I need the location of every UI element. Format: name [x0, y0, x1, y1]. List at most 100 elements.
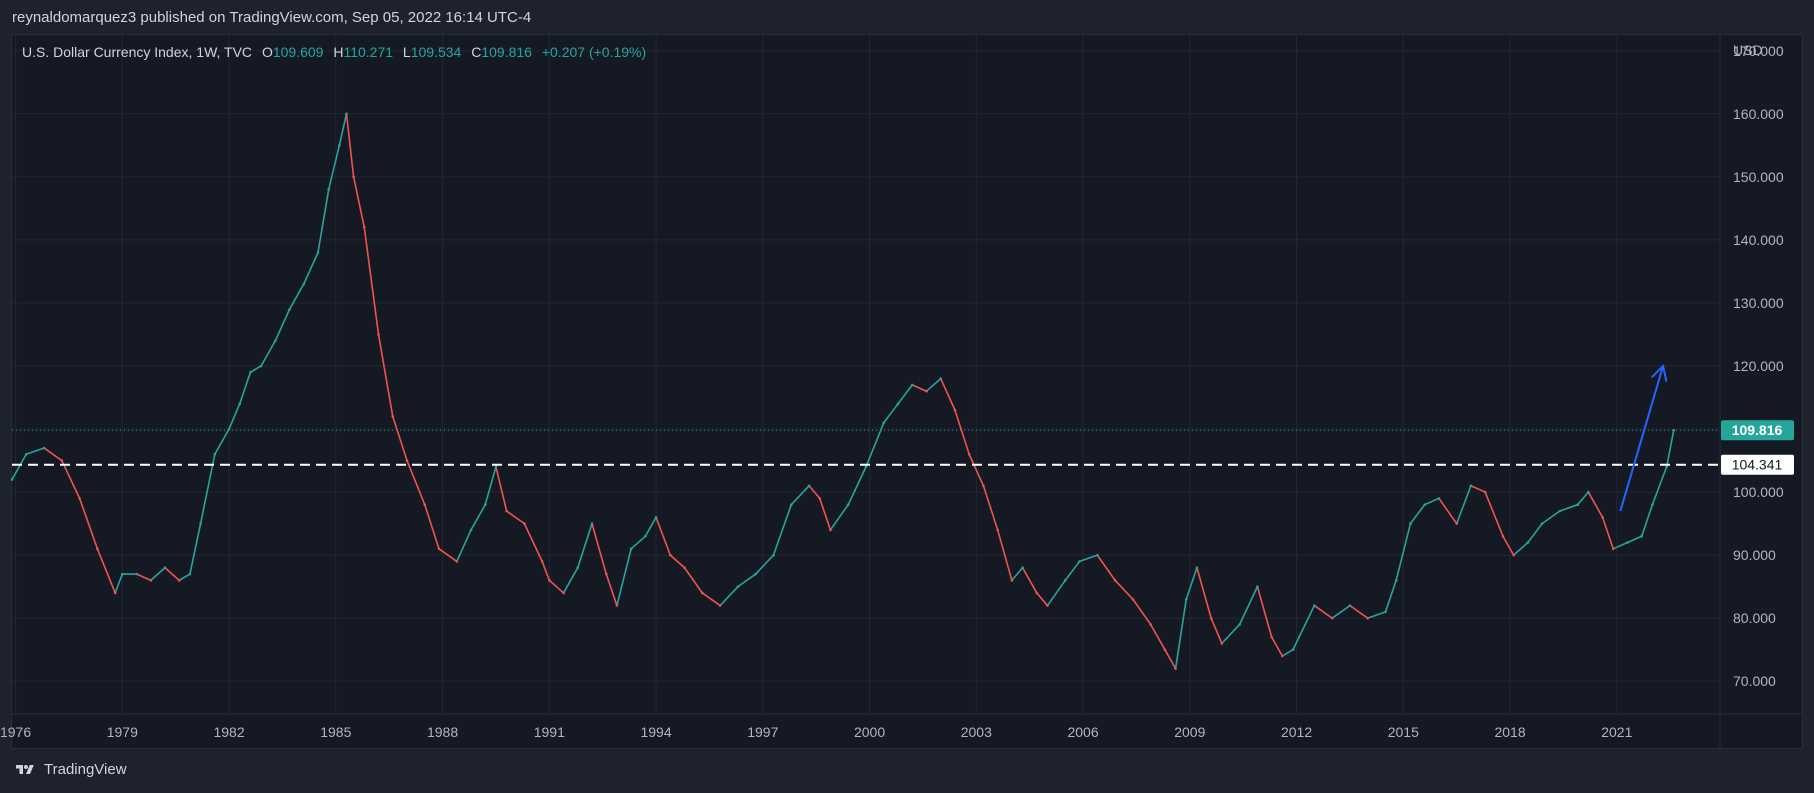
- price-point: [302, 282, 306, 286]
- price-point: [807, 484, 811, 488]
- price-segment: [669, 554, 686, 569]
- y-tick-label: 100.000: [1733, 484, 1784, 500]
- price-segment: [470, 503, 487, 531]
- price-segment: [1292, 604, 1316, 651]
- price-point: [1184, 597, 1188, 601]
- y-tick-label: 90.000: [1733, 547, 1776, 563]
- price-segment: [772, 503, 793, 556]
- price-point: [78, 497, 81, 500]
- price-segment: [43, 447, 63, 462]
- price-point: [455, 560, 459, 563]
- price-segment: [96, 548, 116, 594]
- price-segment: [1164, 648, 1177, 670]
- price-point: [718, 604, 722, 607]
- price-point: [1149, 623, 1152, 626]
- price-point: [644, 534, 647, 538]
- price-segment: [455, 529, 472, 563]
- price-point: [604, 572, 608, 576]
- price-point: [1423, 503, 1426, 506]
- price-segment: [1270, 636, 1284, 657]
- price-point: [1483, 490, 1487, 494]
- price-point: [483, 503, 487, 506]
- price-segment: [484, 466, 497, 506]
- price-segment: [260, 339, 277, 367]
- footer-bar: TradingView: [0, 753, 1814, 793]
- price-point: [345, 112, 348, 116]
- price-segment: [11, 453, 28, 481]
- price-point: [259, 364, 263, 368]
- price-segment: [1196, 566, 1212, 619]
- price-segment: [214, 428, 230, 456]
- price-point: [1046, 604, 1049, 607]
- price-point: [789, 503, 793, 506]
- currency-label: USD: [1733, 42, 1763, 58]
- y-tick-label: 70.000: [1733, 673, 1776, 689]
- x-tick-label: 1991: [534, 724, 565, 740]
- price-segment: [737, 573, 757, 588]
- x-tick-label: 1979: [107, 724, 138, 740]
- price-segment: [754, 554, 775, 575]
- price-segment: [249, 365, 262, 374]
- price-segment: [288, 283, 305, 311]
- price-point: [1366, 616, 1370, 620]
- price-point: [1174, 667, 1177, 670]
- price-segment: [1132, 598, 1152, 626]
- price-point: [249, 370, 252, 374]
- price-segment: [406, 459, 426, 506]
- price-point: [238, 402, 242, 406]
- price-segment: [327, 144, 341, 191]
- legend-close-value: 109.816: [481, 44, 532, 60]
- price-segment: [939, 377, 956, 411]
- price-point: [149, 579, 153, 582]
- price-point: [1270, 635, 1273, 639]
- price-point: [437, 547, 441, 551]
- price-segment: [1238, 585, 1259, 626]
- price-segment: [1502, 535, 1515, 556]
- price-segment: [576, 522, 593, 569]
- tradingview-logo[interactable]: TradingView: [12, 761, 127, 778]
- price-segment: [1064, 560, 1081, 582]
- price-segment: [591, 522, 608, 575]
- x-tick-label: 1988: [427, 724, 458, 740]
- price-segment: [1455, 484, 1472, 525]
- price-point: [654, 515, 658, 519]
- price-segment: [274, 308, 291, 342]
- trend-arrow-shaft: [1619, 365, 1665, 512]
- price-segment: [438, 548, 458, 563]
- price-segment: [605, 573, 618, 607]
- price-segment: [829, 503, 850, 531]
- price-point: [121, 572, 124, 576]
- last-price-label: 109.816: [1732, 422, 1783, 438]
- x-tick-label: 1997: [747, 724, 778, 740]
- price-segment: [1541, 510, 1561, 525]
- price-point: [1195, 566, 1199, 570]
- price-point: [288, 307, 291, 311]
- price-segment: [352, 176, 366, 229]
- price-segment: [954, 409, 970, 456]
- price-point: [668, 553, 672, 557]
- price-point: [846, 503, 850, 506]
- price-point: [60, 459, 64, 462]
- price-point: [925, 389, 928, 393]
- x-tick-label: 2012: [1281, 724, 1312, 740]
- legend-low-label: L: [402, 44, 411, 60]
- price-segment: [377, 333, 394, 418]
- price-point: [1626, 541, 1629, 544]
- legend-high-label: H: [333, 44, 344, 60]
- price-segment: [1256, 585, 1273, 638]
- price-segment: [1036, 592, 1049, 607]
- price-segment: [363, 226, 380, 336]
- price-segment: [1527, 522, 1543, 544]
- price-point: [615, 604, 619, 607]
- price-point: [548, 579, 551, 582]
- price-point: [377, 333, 380, 336]
- price-point: [1455, 522, 1458, 525]
- price-point: [939, 377, 943, 380]
- price-segment: [1484, 491, 1504, 538]
- price-point: [1281, 654, 1284, 658]
- price-point: [135, 572, 138, 576]
- price-point: [1540, 522, 1544, 525]
- price-point: [1113, 579, 1117, 582]
- price-segment: [238, 371, 252, 405]
